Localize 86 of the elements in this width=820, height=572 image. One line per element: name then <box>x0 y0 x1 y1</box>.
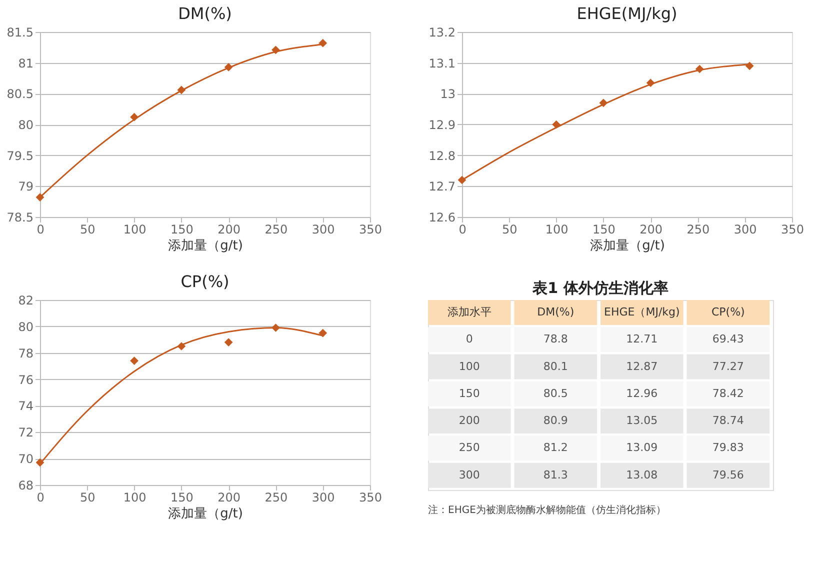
x-tick-label: 0 <box>36 222 44 236</box>
data-label: 13.09 <box>626 441 658 454</box>
x-tick-label: 150 <box>170 490 194 504</box>
x-tick-label: 100 <box>123 490 146 504</box>
x-tick-label: 250 <box>686 222 710 236</box>
data-label: 12.87 <box>626 360 658 373</box>
x-tick-label: 50 <box>502 222 518 236</box>
data-label: 80.5 <box>543 386 568 400</box>
chart-title: EHGE(MJ/kg) <box>576 4 678 23</box>
y-axis-title: 添加水平 <box>447 305 492 318</box>
text: 注：EHGE为被测底物酶水解物能值（仿生消化指标） <box>428 504 666 516</box>
y-tick-label: 80 <box>18 320 34 334</box>
x-tick-label: 150 <box>170 222 194 236</box>
data-label: 79.56 <box>712 468 744 482</box>
x-tick-label: 300 <box>312 222 335 236</box>
y-tick-label: 68 <box>18 478 34 492</box>
y-tick-label: 12.9 <box>428 118 456 132</box>
y-tick-label: 100 <box>458 360 480 373</box>
y-tick-label: 74 <box>18 399 34 414</box>
y-tick-label: 80.5 <box>6 87 34 102</box>
x-axis-title: 添加量（g/t) <box>168 506 243 522</box>
y-tick-label: 72 <box>18 426 34 440</box>
chart-title: CP(%) <box>180 272 230 291</box>
data-label: 78.8 <box>543 332 568 346</box>
y-tick-label: 12.6 <box>428 210 456 224</box>
x-tick-label: 200 <box>218 490 241 504</box>
chart-title: DM(%) <box>178 4 232 23</box>
x-tick-label: CP(%) <box>711 305 745 318</box>
y-tick-label: 13.1 <box>428 56 456 70</box>
point <box>318 328 328 338</box>
point <box>130 356 138 365</box>
x-tick-label: 300 <box>734 222 757 236</box>
data-label: 77.27 <box>712 360 744 373</box>
y-tick-label: 81 <box>18 56 34 70</box>
data-label: 81.2 <box>543 441 568 454</box>
data-label: 12.71 <box>626 332 658 346</box>
y-tick-label: 13.2 <box>428 26 456 40</box>
y-tick-label: 79 <box>18 180 34 194</box>
x-tick-label: EHGE（MJ/kg) <box>604 305 680 318</box>
y-tick-label: 300 <box>458 468 480 482</box>
x-tick-label: 350 <box>359 222 382 236</box>
data-label: 78.42 <box>712 386 744 400</box>
x-tick-label: 0 <box>36 490 44 504</box>
x-tick-label: 200 <box>218 222 241 236</box>
y-tick-label: 200 <box>458 414 480 428</box>
data-label: 81.3 <box>543 468 568 482</box>
data-label: 69.43 <box>712 332 744 346</box>
y-tick-label: 78.5 <box>6 210 34 224</box>
chart-title: 表1 体外仿生消化率 <box>532 279 668 297</box>
x-tick-label: 50 <box>80 490 96 504</box>
y-tick-label: 150 <box>458 386 480 400</box>
data-label: 13.05 <box>626 414 658 428</box>
x-tick-label: DM(%) <box>537 305 574 318</box>
y-tick-label: 13 <box>440 87 456 102</box>
x-tick-label: 200 <box>640 222 663 236</box>
y-tick-label: 70 <box>18 452 34 466</box>
y-tick-label: 82 <box>18 294 34 308</box>
x-tick-label: 350 <box>781 222 804 236</box>
data-label: 78.74 <box>712 414 744 428</box>
x-axis-title: 添加量（g/t) <box>168 238 243 254</box>
y-tick-label: 79.5 <box>6 148 34 163</box>
x-tick-label: 300 <box>312 490 335 504</box>
point <box>224 338 233 346</box>
y-tick-label: 250 <box>458 441 480 454</box>
data-label: 13.08 <box>626 468 658 482</box>
data-label: 80.9 <box>543 414 568 428</box>
point <box>458 176 466 184</box>
x-tick-label: 150 <box>592 222 616 236</box>
data-label: 80.1 <box>543 360 568 373</box>
y-tick-label: 81.5 <box>6 26 34 40</box>
y-tick-label: 76 <box>18 372 34 387</box>
x-tick-label: 250 <box>264 490 288 504</box>
y-tick-label: 0 <box>466 332 473 346</box>
point <box>745 62 754 70</box>
x-tick-label: 250 <box>264 222 288 236</box>
y-tick-label: 80 <box>18 118 34 132</box>
data-label: 12.96 <box>626 386 658 400</box>
x-tick-label: 50 <box>80 222 96 236</box>
y-tick-label: 12.8 <box>428 148 456 163</box>
data-label: 79.83 <box>712 441 744 454</box>
x-axis-title: 添加量（g/t) <box>590 238 665 254</box>
x-tick-label: 100 <box>123 222 146 236</box>
x-tick-label: 350 <box>359 490 382 504</box>
y-tick-label: 12.7 <box>428 180 456 194</box>
y-tick-label: 78 <box>18 346 34 360</box>
x-tick-label: 100 <box>545 222 568 236</box>
